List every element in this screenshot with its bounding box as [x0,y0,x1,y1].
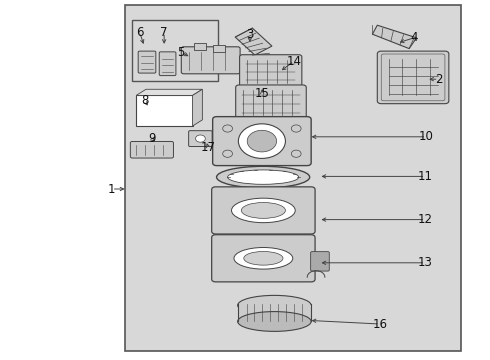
Ellipse shape [244,251,283,265]
FancyBboxPatch shape [130,141,173,158]
Polygon shape [193,89,202,126]
Circle shape [196,135,205,142]
Circle shape [222,150,232,157]
Bar [213,45,225,52]
Ellipse shape [231,198,295,223]
FancyBboxPatch shape [377,51,449,104]
FancyBboxPatch shape [189,131,212,147]
FancyBboxPatch shape [212,235,315,282]
Text: 17: 17 [201,141,216,154]
Text: 5: 5 [177,46,185,59]
Bar [132,20,218,81]
Text: 10: 10 [419,130,434,143]
Ellipse shape [227,170,298,184]
Polygon shape [372,25,416,49]
Bar [125,5,461,351]
Bar [238,305,311,321]
Text: 4: 4 [410,31,418,44]
Ellipse shape [238,312,311,331]
Ellipse shape [241,203,285,218]
FancyBboxPatch shape [236,85,306,121]
Polygon shape [136,89,202,95]
FancyBboxPatch shape [159,52,176,76]
Text: 11: 11 [418,170,433,183]
FancyBboxPatch shape [138,51,156,73]
Text: 15: 15 [255,87,270,100]
Text: 8: 8 [141,94,148,107]
Polygon shape [235,28,272,55]
Circle shape [222,125,232,132]
Circle shape [291,150,301,157]
Text: 6: 6 [136,26,144,39]
Text: 3: 3 [246,28,254,41]
Circle shape [247,130,276,152]
Text: 12: 12 [418,213,433,226]
Circle shape [238,124,285,158]
Text: 16: 16 [372,318,387,330]
Text: 9: 9 [148,132,156,145]
Ellipse shape [217,166,310,188]
Text: 1: 1 [108,183,116,195]
Ellipse shape [238,295,311,315]
Text: 2: 2 [435,73,442,86]
Text: 7: 7 [160,26,168,39]
Bar [194,43,206,50]
Text: 13: 13 [418,256,433,269]
FancyBboxPatch shape [212,187,315,234]
Ellipse shape [234,248,293,269]
Circle shape [291,125,301,132]
Text: 14: 14 [287,55,301,68]
FancyBboxPatch shape [240,55,302,88]
FancyBboxPatch shape [181,47,240,74]
Bar [136,95,193,126]
FancyBboxPatch shape [311,252,329,271]
FancyBboxPatch shape [213,117,311,166]
